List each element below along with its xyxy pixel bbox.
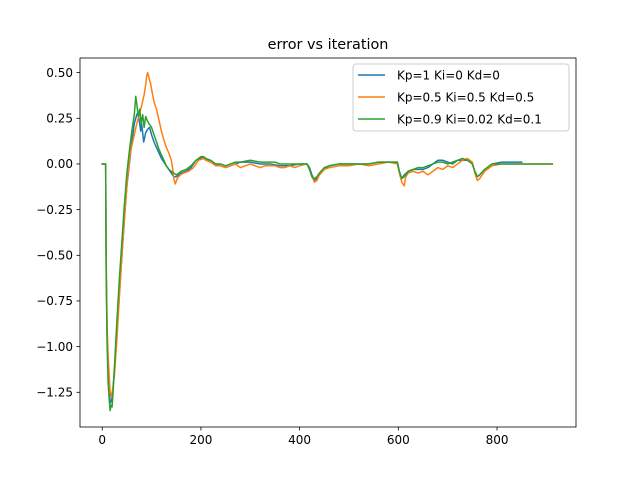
y-tick-label: 0.25 xyxy=(46,111,73,125)
y-tick-label: −0.25 xyxy=(36,203,73,217)
legend-label-3: Kp=0.9 Ki=0.02 Kd=0.1 xyxy=(397,113,542,127)
y-tick-label: 0.00 xyxy=(46,157,73,171)
x-tick-label: 600 xyxy=(387,433,410,447)
y-tick-label: 0.50 xyxy=(46,66,73,80)
x-tick-label: 0 xyxy=(98,433,106,447)
series-line-3 xyxy=(101,95,554,412)
y-tick-label: −0.75 xyxy=(36,294,73,308)
x-tick-label: 200 xyxy=(189,433,212,447)
series-line-2 xyxy=(101,71,554,397)
chart-title: error vs iteration xyxy=(268,37,389,53)
y-tick-label: −1.25 xyxy=(36,385,73,399)
plot-frame xyxy=(79,57,577,428)
legend-label-2: Kp=0.5 Ki=0.5 Kd=0.5 xyxy=(397,91,534,105)
legend-label-1: Kp=1 Ki=0 Kd=0 xyxy=(397,69,500,83)
legend: Kp=1 Ki=0 Kd=0 Kp=0.5 Ki=0.5 Kd=0.5 Kp=0.9… xyxy=(352,63,570,132)
legend-box xyxy=(352,63,570,132)
series-group xyxy=(101,71,554,412)
x-tick-label: 400 xyxy=(288,433,311,447)
y-tick-label: −0.50 xyxy=(36,248,73,262)
y-tick-label: −1.00 xyxy=(36,340,73,354)
series-line-1 xyxy=(101,112,523,404)
x-tick-label: 800 xyxy=(486,433,509,447)
